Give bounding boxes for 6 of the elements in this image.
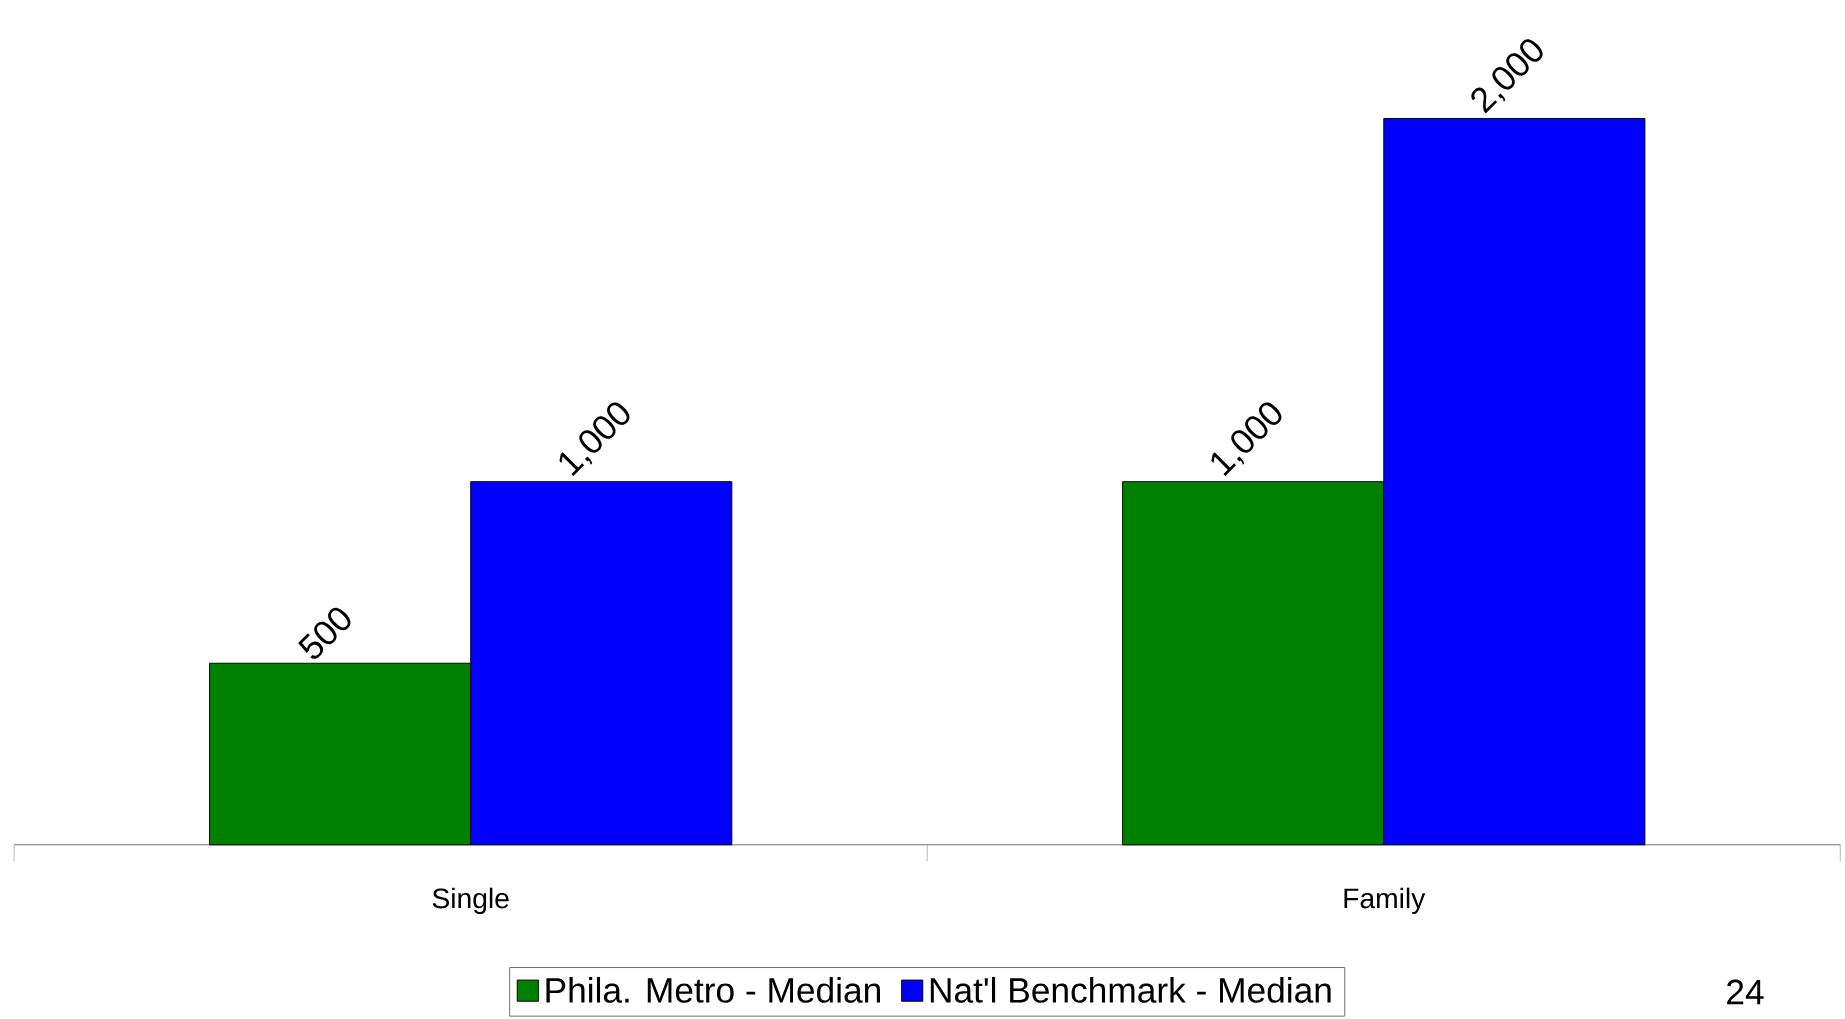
x-tick-label: Family — [1344, 887, 1426, 914]
legend-label: Phila. Metro - Median — [546, 976, 880, 1003]
data-label: 500 — [298, 607, 351, 659]
legend-label: Nat'l Benchmark - Median — [930, 976, 1331, 1003]
text: 24 — [1727, 979, 1764, 1005]
x-tick-label: Single — [432, 887, 509, 914]
